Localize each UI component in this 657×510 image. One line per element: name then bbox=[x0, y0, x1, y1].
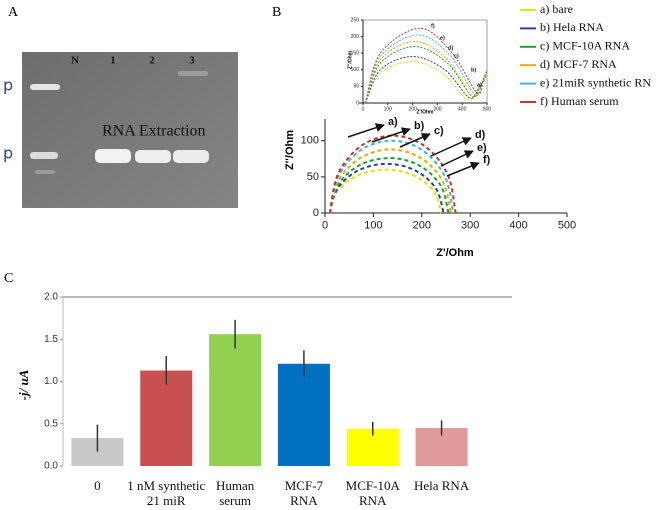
annotation: d) bbox=[475, 129, 486, 141]
x-tick-label: 400 bbox=[458, 106, 467, 112]
lane-label: N bbox=[71, 55, 79, 67]
annotation: b) bbox=[414, 120, 425, 132]
annotation: f) bbox=[431, 23, 435, 29]
y-tick-label: 0.5 bbox=[44, 418, 58, 429]
y-tick-label: 0 bbox=[356, 100, 359, 106]
panel-label: C bbox=[4, 271, 13, 286]
legend-label: f) Human serum bbox=[540, 94, 619, 108]
marker-band bbox=[35, 170, 55, 174]
legend-label: b) Hela RNA bbox=[540, 20, 604, 34]
x-tick-label: 0 bbox=[94, 478, 101, 493]
gel: N 1 2 3 p p RNA Extraction bbox=[3, 52, 238, 208]
x-tick-label: MCF-10A RNA bbox=[345, 478, 400, 508]
legend-label: e) 21miR synthetic RN bbox=[540, 75, 651, 89]
series-line bbox=[365, 46, 487, 104]
panel-label: A bbox=[8, 5, 19, 20]
x-tick-label: 0 bbox=[322, 220, 328, 232]
bar bbox=[140, 370, 193, 466]
y-tick-label: 100 bbox=[301, 135, 319, 147]
x-tick-label: 300 bbox=[433, 106, 442, 112]
x-tick-label: 1 nM synthetic 21 miR bbox=[127, 478, 206, 508]
annotation-arrow bbox=[371, 127, 411, 143]
x-tick-label: 500 bbox=[558, 220, 576, 232]
x-tick-label: 0 bbox=[362, 106, 365, 112]
annotation-arrow bbox=[430, 137, 472, 157]
y-tick-label: 50 bbox=[353, 84, 359, 90]
rna-band bbox=[95, 149, 131, 163]
series-line bbox=[365, 41, 487, 104]
y-tick-label: 100 bbox=[351, 67, 360, 73]
y-tick-label: 0.0 bbox=[44, 461, 58, 472]
series-line bbox=[328, 157, 450, 214]
x-tick-label: 300 bbox=[461, 220, 479, 232]
y-tick-label: 1.5 bbox=[44, 334, 58, 345]
y-tick-label: 50 bbox=[307, 171, 319, 183]
rna-band bbox=[135, 150, 171, 163]
y-axis-label: -j/ uA bbox=[16, 369, 31, 400]
bar bbox=[277, 363, 330, 466]
x-axis-label: Z'/Ohm bbox=[416, 109, 434, 115]
series-line bbox=[328, 162, 445, 214]
annotation-arrow bbox=[446, 161, 480, 177]
annotation: e) bbox=[477, 142, 487, 154]
legend-label: c) MCF-10A RNA bbox=[540, 39, 630, 53]
marker-band bbox=[30, 84, 60, 90]
annotation: e) bbox=[440, 35, 445, 41]
annotation-arrow bbox=[347, 123, 385, 138]
lane-label: 2 bbox=[149, 55, 155, 67]
lane-label: 3 bbox=[189, 55, 195, 67]
bar bbox=[209, 334, 262, 466]
y-axis-label: Z''/Ohm bbox=[284, 130, 296, 170]
faint-band bbox=[178, 71, 208, 76]
annotation: a) bbox=[477, 82, 482, 88]
y-tick-label: 1.0 bbox=[44, 376, 58, 387]
annotation-arrow bbox=[399, 133, 431, 148]
x-tick-label: 400 bbox=[509, 220, 527, 232]
y-tick-label: 150 bbox=[351, 51, 360, 57]
legend-label: d) MCF-7 RNA bbox=[540, 57, 617, 71]
x-tick-label: Hela RNA bbox=[413, 478, 470, 493]
x-tick-label: 200 bbox=[408, 106, 417, 112]
x-tick-label: MCF-7 RNA bbox=[284, 478, 324, 508]
marker-label: p bbox=[3, 76, 13, 95]
series-line bbox=[328, 134, 457, 214]
annotation: c) bbox=[434, 125, 444, 137]
y-tick-label: 0 bbox=[313, 207, 319, 219]
annotation: a) bbox=[388, 116, 398, 128]
series-line bbox=[328, 139, 455, 214]
series-line bbox=[365, 27, 488, 104]
lane-label: 1 bbox=[110, 55, 116, 67]
series-line bbox=[328, 148, 452, 214]
x-tick-label: 500 bbox=[483, 106, 492, 112]
marker-label: p bbox=[3, 144, 13, 163]
series-line bbox=[328, 168, 443, 214]
x-tick-label: 100 bbox=[364, 220, 382, 232]
y-tick-label: 250 bbox=[351, 17, 360, 23]
annotation: f) bbox=[483, 154, 491, 166]
annotation: c) bbox=[454, 53, 459, 59]
gel-annotation: RNA Extraction bbox=[102, 123, 206, 140]
x-tick-label: 100 bbox=[384, 106, 393, 112]
y-tick-label: 2.0 bbox=[44, 292, 58, 303]
legend-label: a) bare bbox=[540, 2, 573, 16]
gel-image bbox=[22, 52, 238, 208]
x-tick-label: 200 bbox=[413, 220, 431, 232]
x-axis-label: Z'/Ohm bbox=[436, 247, 474, 259]
annotation: d) bbox=[448, 45, 453, 51]
plot-frame bbox=[362, 19, 488, 104]
rna-band bbox=[173, 150, 209, 163]
y-axis-label: Z''/Ohm bbox=[347, 50, 353, 69]
y-tick-label: 200 bbox=[351, 34, 360, 40]
panel-label: B bbox=[272, 5, 281, 20]
marker-band bbox=[30, 152, 58, 159]
series-line bbox=[365, 34, 488, 104]
annotation-arrow bbox=[440, 150, 474, 167]
annotation: b) bbox=[471, 67, 476, 73]
x-tick-label: Human serum bbox=[215, 478, 255, 508]
